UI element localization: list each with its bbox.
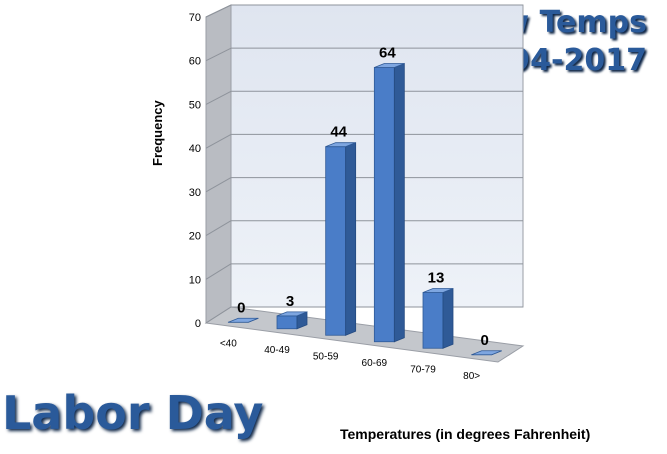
gridline-side — [205, 263, 232, 280]
y-tick-label: 20 — [189, 231, 201, 243]
data-label: 13 — [428, 270, 445, 287]
bar — [276, 315, 298, 330]
bar-top — [374, 63, 405, 68]
bar-side — [442, 287, 454, 349]
bar — [373, 67, 395, 343]
y-tick-label: 10 — [189, 274, 201, 286]
bar-top — [422, 288, 454, 293]
bar-side — [393, 62, 405, 343]
data-label: 44 — [330, 124, 347, 141]
gridline-side — [205, 306, 232, 324]
y-tick-label: 40 — [189, 143, 201, 155]
gridline-side — [205, 177, 232, 193]
gridline-side — [205, 90, 232, 105]
bar-top — [228, 317, 259, 323]
bar — [422, 292, 444, 349]
bar-top — [276, 311, 308, 317]
side-wall — [205, 4, 232, 324]
y-tick-label: 50 — [189, 99, 201, 111]
data-label: 0 — [480, 332, 488, 349]
gridline-side — [205, 220, 232, 237]
x-axis-label: Temperatures (in degrees Fahrenheit) — [340, 426, 591, 442]
gridline-side — [205, 133, 232, 149]
x-tick-label: <40 — [220, 338, 237, 349]
x-tick-label: 40-49 — [264, 345, 290, 356]
data-label: 0 — [237, 299, 245, 316]
data-label: 3 — [286, 293, 294, 310]
x-tick-label: 70-79 — [410, 364, 436, 375]
footer-title: Labor Day — [2, 386, 264, 440]
bar-side — [345, 142, 357, 336]
data-label: 64 — [379, 44, 396, 61]
y-tick-label: 60 — [189, 56, 201, 68]
bar-top — [471, 350, 502, 356]
gridline-side — [205, 47, 232, 62]
y-tick-label: 30 — [189, 187, 201, 199]
bar — [325, 146, 347, 336]
x-tick-label: 50-59 — [313, 351, 339, 362]
y-tick-label: 0 — [195, 318, 201, 330]
bar-top — [325, 142, 356, 148]
gridline-side — [205, 4, 232, 18]
x-tick-label: 60-69 — [362, 358, 388, 369]
x-tick-label: 80> — [463, 371, 480, 382]
y-tick-label: 70 — [189, 12, 201, 24]
